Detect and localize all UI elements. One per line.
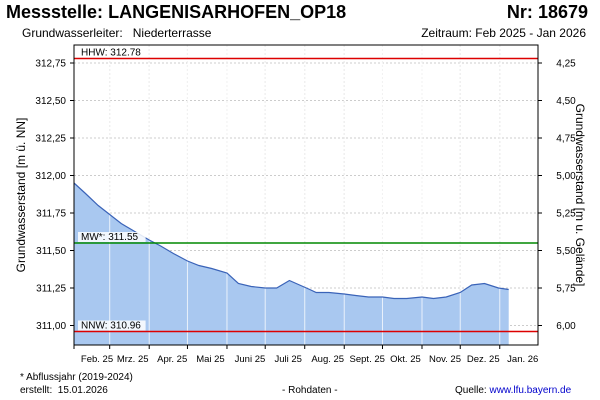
- reference-label: NNW: 310.96: [81, 321, 141, 332]
- y2-tick-label: 4,25: [556, 59, 576, 70]
- y-tick-label: 312,00: [35, 171, 66, 182]
- reference-label: MW*: 311.55: [81, 232, 138, 243]
- source-link[interactable]: www.lfu.bayern.de: [489, 385, 572, 396]
- y2-tick-label: 4,50: [556, 96, 576, 107]
- y-tick-label: 312,25: [35, 134, 66, 145]
- y2-axis-title: Grundwasserstand [m u. Gelände]: [573, 104, 587, 287]
- y-tick-label: 311,00: [36, 321, 66, 332]
- reference-label-bg: [78, 232, 146, 242]
- y-tick-label: 311,25: [36, 284, 66, 295]
- x-tick-label: Jan. 26: [507, 354, 538, 365]
- period-value: Feb 2025 - Jan 2026: [475, 26, 586, 40]
- y2-tick-label: 5,00: [556, 171, 576, 182]
- created-label: erstellt:: [20, 385, 53, 396]
- station-number: Nr: 18679: [507, 2, 588, 23]
- series-layer: [73, 45, 509, 345]
- footnote: * Abflussjahr (2019-2024): [20, 372, 133, 383]
- y-axis-title: Grundwasserstand [m ü. NN]: [14, 118, 28, 273]
- y2-tick-label: 6,00: [556, 321, 576, 332]
- x-tick-label: Mrz. 25: [117, 354, 149, 365]
- axes: 312,75 312,50 312,25 312,00 311,75 311,50 311,…: [14, 59, 587, 366]
- x-tick-label: Juni 25: [235, 354, 266, 365]
- station-name: LANGENISARHOFEN_OP18: [108, 2, 347, 22]
- reference-label-bg: [78, 47, 146, 58]
- reference-label-bg: [78, 320, 146, 331]
- x-tick-label: Feb. 25: [81, 354, 113, 365]
- nr-value: 18679: [537, 2, 588, 22]
- aquifer-label: Grundwasserleiter:: [22, 26, 123, 40]
- plot-frame: [73, 44, 539, 346]
- source-info: Quelle: www.lfu.bayern.de: [455, 385, 571, 396]
- raw-data-note: - Rohdaten -: [282, 385, 338, 396]
- series-line: [73, 182, 509, 300]
- aquifer-value: Niederterrasse: [132, 26, 212, 40]
- reference-lines: HHW: 312.78 MW*: 311.55 NNW: 310.96: [74, 47, 538, 333]
- period-label: Zeitraum:: [421, 26, 472, 40]
- nr-label: Nr:: [506, 2, 533, 22]
- period-info: Zeitraum: Feb 2025 - Jan 2026: [421, 26, 586, 40]
- x-tick-label: Mai 25: [196, 354, 225, 365]
- created-date: 15.01.2026: [57, 385, 108, 396]
- y2-tick-label: 5,75: [556, 284, 576, 295]
- x-tick-label: Dez. 25: [467, 354, 500, 365]
- x-tick-label: Juli 25: [274, 354, 301, 365]
- y2-tick-label: 5,25: [556, 209, 576, 220]
- y2-tick-label: 4,75: [556, 134, 576, 145]
- series-area: [74, 183, 509, 345]
- x-tick-label: Nov. 25: [429, 354, 461, 365]
- y-tick-label: 312,50: [35, 96, 66, 107]
- y-tick-label: 312,75: [35, 59, 66, 70]
- reference-label: HHW: 312.78: [81, 48, 141, 59]
- station-label: Messstelle:: [6, 2, 104, 22]
- station-title: Messstelle: LANGENISARHOFEN_OP18: [6, 2, 346, 23]
- y-tick-label: 311,50: [36, 246, 66, 257]
- y2-tick-label: 5,50: [556, 246, 576, 257]
- source-label: Quelle:: [455, 385, 487, 396]
- x-tick-label: Apr. 25: [157, 354, 187, 365]
- aquifer-info: Grundwasserleiter: Niederterrasse: [22, 26, 211, 40]
- x-tick-label: Okt. 25: [390, 354, 421, 365]
- x-tick-label: Aug. 25: [311, 354, 344, 365]
- created-info: erstellt: 15.01.2026: [20, 385, 108, 396]
- x-tick-label: Sept. 25: [350, 354, 385, 365]
- y-tick-label: 311,75: [36, 209, 66, 220]
